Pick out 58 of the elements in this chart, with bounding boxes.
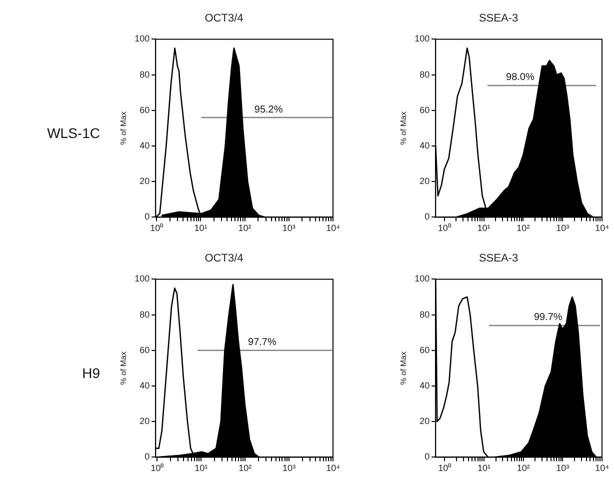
chart-title: OCT3/4: [204, 12, 244, 25]
x-tick-label: 10⁰: [438, 463, 452, 474]
annotation: 95.2%: [254, 104, 283, 116]
x-tick-label: 10²: [516, 223, 530, 234]
annotation: 98.0%: [506, 72, 534, 84]
x-tick-label: 10¹: [194, 463, 208, 474]
chart-title: OCT3/4: [204, 252, 244, 265]
text: H9: [81, 365, 100, 381]
x-tick-label: 10⁴: [326, 223, 340, 234]
x-tick-label: 10²: [238, 463, 252, 474]
y-tick-label: 0: [424, 212, 430, 222]
y-tick-label: 80: [420, 309, 430, 320]
y-tick-label: 0: [144, 452, 150, 462]
y-tick-label: 60: [420, 104, 430, 115]
y-tick-label: 20: [140, 416, 150, 426]
y-tick-label: 0: [424, 452, 430, 462]
y-axis-title: % of Max: [399, 112, 408, 145]
y-tick-label: 80: [140, 69, 150, 80]
x-tick-label: 10⁰: [150, 223, 164, 234]
x-tick-label: 10³: [556, 223, 570, 234]
y-tick-label: 40: [420, 140, 430, 150]
y-tick-label: 80: [140, 309, 150, 320]
y-tick-label: 40: [140, 140, 150, 150]
x-tick-label: 10⁴: [595, 223, 610, 234]
y-tick-label: 20: [420, 416, 430, 426]
y-tick-label: 100: [134, 34, 150, 44]
chart-title: SSEA-3: [478, 12, 518, 25]
x-tick-label: 10⁴: [326, 463, 340, 474]
x-tick-label: 10⁰: [150, 463, 164, 474]
y-tick-label: 60: [140, 104, 150, 115]
text: WLS-1C: [46, 125, 100, 141]
x-tick-label: 10³: [282, 223, 296, 234]
y-tick-label: 100: [134, 274, 150, 284]
y-tick-label: 60: [140, 344, 150, 355]
y-tick-label: 80: [420, 69, 430, 80]
y-tick-label: 100: [414, 274, 430, 284]
x-tick-label: 10³: [282, 463, 296, 474]
y-tick-label: 100: [414, 34, 430, 44]
x-tick-label: 10⁰: [438, 223, 451, 234]
y-axis-title: % of Max: [119, 352, 128, 385]
x-tick-label: 10¹: [477, 463, 490, 474]
y-tick-label: 20: [140, 176, 150, 186]
x-tick-label: 10¹: [194, 223, 208, 234]
x-tick-label: 10¹: [477, 223, 490, 234]
y-tick-label: 60: [420, 344, 430, 355]
y-tick-label: 40: [420, 380, 430, 390]
y-tick-label: 0: [144, 212, 150, 222]
annotation: 97.7%: [248, 337, 276, 348]
y-tick-label: 20: [420, 176, 430, 186]
chart-title: SSEA-3: [478, 252, 518, 265]
y-axis-title: % of Max: [119, 112, 128, 145]
x-tick-label: 10²: [238, 223, 252, 234]
x-tick-label: 10²: [516, 463, 530, 474]
y-tick-label: 40: [140, 380, 150, 390]
x-tick-label: 10⁴: [595, 463, 610, 474]
x-tick-label: 10³: [556, 463, 570, 474]
y-axis-title: % of Max: [399, 352, 408, 385]
annotation: 99.7%: [534, 312, 562, 324]
